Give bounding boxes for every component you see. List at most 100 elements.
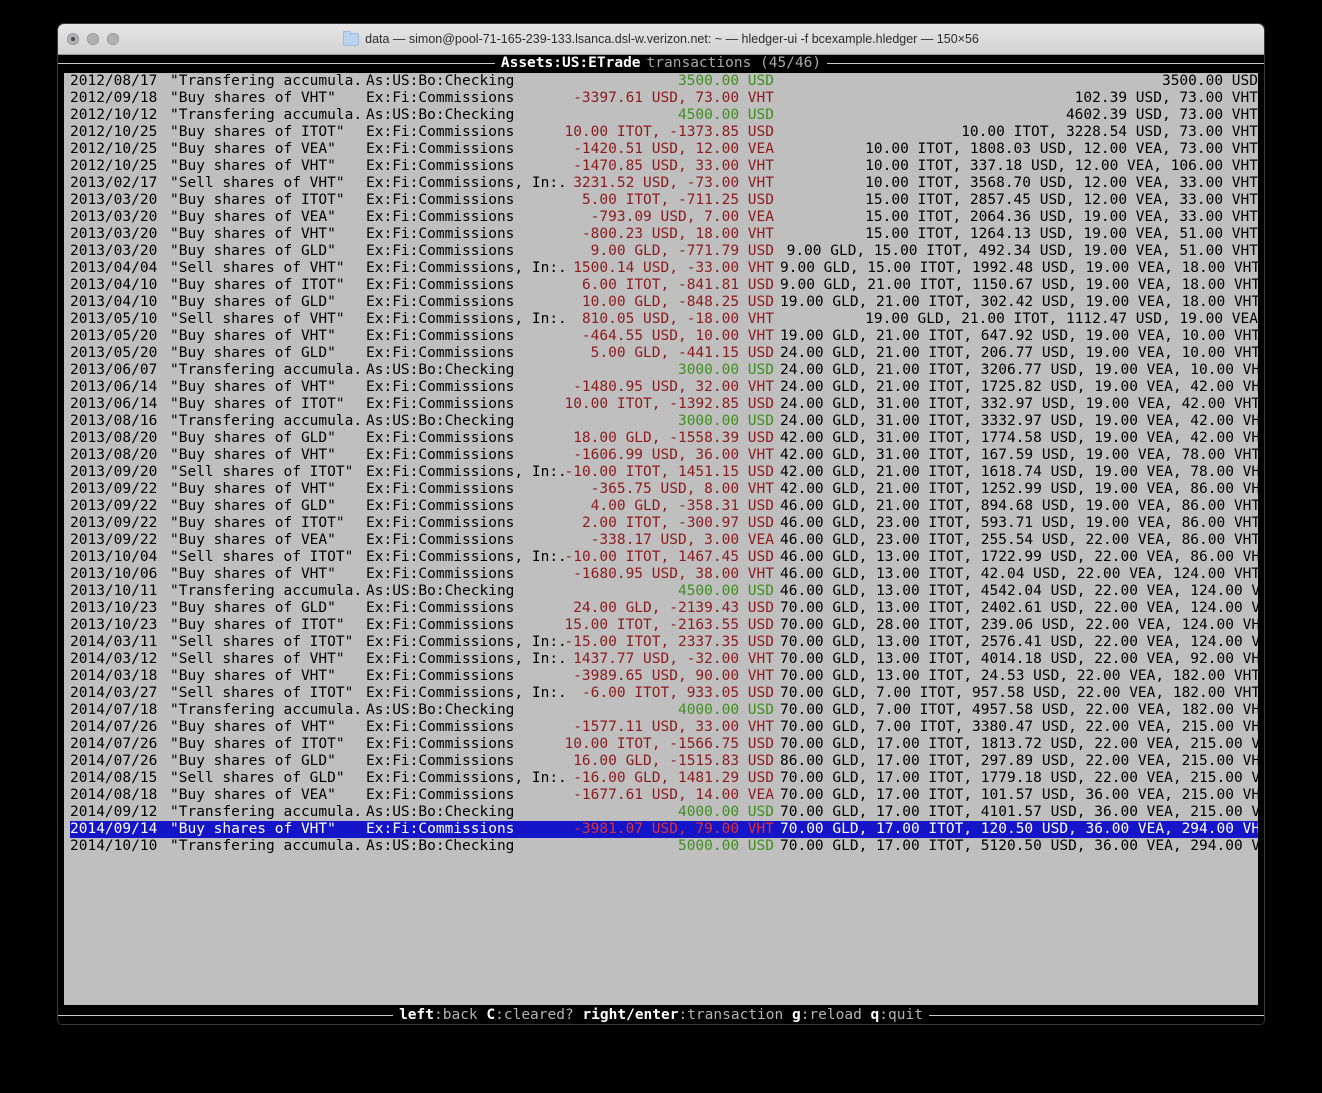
cell-balance: 46.00 GLD, 21.00 ITOT, 894.68 USD, 19.00… xyxy=(780,498,1258,514)
transactions-pane[interactable]: 2012/08/17 "Transfering accumula.. As:US:B… xyxy=(64,73,1258,1005)
cell-date: 2013/10/11 xyxy=(70,583,158,599)
cell-date: 2014/07/26 xyxy=(70,753,158,769)
cell-amount: -10.00 ITOT, 1451.15 USD xyxy=(564,464,774,480)
table-row[interactable]: 2014/10/10 "Transfering accumula.. As:US:B… xyxy=(70,838,1258,855)
cell-account: Ex:Fi:Commissions xyxy=(366,736,515,752)
table-row[interactable]: 2013/08/20 "Buy shares of GLD" Ex:Fi:Commi… xyxy=(70,430,1258,447)
table-row[interactable]: 2013/06/14 "Buy shares of ITOT" Ex:Fi:Comm… xyxy=(70,396,1258,413)
cell-description: "Sell shares of ITOT" xyxy=(170,464,354,480)
status-action: :reload xyxy=(800,1007,871,1023)
cell-balance: 10.00 ITOT, 1808.03 USD, 12.00 VEA, 73.0… xyxy=(865,141,1258,157)
cell-amount: 810.05 USD, -18.00 VHT xyxy=(581,311,774,327)
cell-amount: 3000.00 USD xyxy=(677,362,774,378)
table-row[interactable]: 2014/07/26 "Buy shares of VHT" Ex:Fi:Commi… xyxy=(70,719,1258,736)
cell-balance: 70.00 GLD, 17.00 ITOT, 1779.18 USD, 22.0… xyxy=(780,770,1258,786)
cell-amount: 4500.00 USD xyxy=(677,583,774,599)
cell-description: "Buy shares of VHT" xyxy=(170,821,336,837)
cell-description: "Buy shares of ITOT" xyxy=(170,192,345,208)
cell-date: 2013/04/10 xyxy=(70,277,158,293)
table-row[interactable]: 2013/03/20 "Buy shares of VEA" Ex:Fi:Commi… xyxy=(70,209,1258,226)
cell-date: 2013/09/22 xyxy=(70,481,158,497)
table-row[interactable]: 2013/03/20 "Buy shares of ITOT" Ex:Fi:Comm… xyxy=(70,192,1258,209)
table-row[interactable]: 2014/09/12 "Transfering accumula.. As:US:B… xyxy=(70,804,1258,821)
table-row[interactable]: 2013/05/20 "Buy shares of VHT" Ex:Fi:Commi… xyxy=(70,328,1258,345)
cell-description: "Buy shares of VHT" xyxy=(170,481,336,497)
table-row[interactable]: 2013/09/22 "Buy shares of VEA" Ex:Fi:Commi… xyxy=(70,532,1258,549)
table-row[interactable]: 2013/08/20 "Buy shares of VHT" Ex:Fi:Commi… xyxy=(70,447,1258,464)
cell-balance: 19.00 GLD, 21.00 ITOT, 1112.47 USD, 19.0… xyxy=(865,311,1258,327)
table-row[interactable]: 2013/03/20 "Buy shares of GLD" Ex:Fi:Commi… xyxy=(70,243,1258,260)
cell-description: "Buy shares of VEA" xyxy=(170,209,336,225)
cell-amount: 16.00 GLD, -1515.83 USD xyxy=(573,753,774,769)
table-row[interactable]: 2012/10/25 "Buy shares of VHT" Ex:Fi:Commi… xyxy=(70,158,1258,175)
table-row[interactable]: 2014/07/26 "Buy shares of GLD" Ex:Fi:Commi… xyxy=(70,753,1258,770)
table-row[interactable]: 2012/08/17 "Transfering accumula.. As:US:B… xyxy=(70,73,1258,90)
cell-description: "Transfering accumula.. xyxy=(170,804,360,820)
table-row[interactable]: 2013/10/04 "Sell shares of ITOT" Ex:Fi:Com… xyxy=(70,549,1258,566)
cell-amount: 24.00 GLD, -2139.43 USD xyxy=(573,600,774,616)
table-row[interactable]: 2014/09/14 "Buy shares of VHT" Ex:Fi:Commi… xyxy=(70,821,1258,838)
cell-balance: 24.00 GLD, 21.00 ITOT, 3206.77 USD, 19.0… xyxy=(780,362,1258,378)
table-row[interactable]: 2013/04/04 "Sell shares of VHT" Ex:Fi:Comm… xyxy=(70,260,1258,277)
table-row[interactable]: 2013/10/06 "Buy shares of VHT" Ex:Fi:Commi… xyxy=(70,566,1258,583)
table-row[interactable]: 2014/03/11 "Sell shares of ITOT" Ex:Fi:Com… xyxy=(70,634,1258,651)
status-key: left xyxy=(399,1007,434,1023)
cell-date: 2012/10/25 xyxy=(70,158,158,174)
terminal-body: Assets:US:ETrade transactions (45/46) 20… xyxy=(58,55,1264,1024)
cell-date: 2013/03/20 xyxy=(70,226,158,242)
table-row[interactable]: 2013/09/22 "Buy shares of VHT" Ex:Fi:Commi… xyxy=(70,481,1258,498)
table-row[interactable]: 2013/05/10 "Sell shares of VHT" Ex:Fi:Comm… xyxy=(70,311,1258,328)
table-row[interactable]: 2012/10/25 "Buy shares of VEA" Ex:Fi:Commi… xyxy=(70,141,1258,158)
cell-account: As:US:Bo:Checking xyxy=(366,583,515,599)
table-row[interactable]: 2013/09/22 "Buy shares of ITOT" Ex:Fi:Comm… xyxy=(70,515,1258,532)
cell-description: "Buy shares of VEA" xyxy=(170,141,336,157)
table-row[interactable]: 2013/09/22 "Buy shares of GLD" Ex:Fi:Commi… xyxy=(70,498,1258,515)
cell-account: Ex:Fi:Commissions xyxy=(366,158,515,174)
table-row[interactable]: 2013/05/20 "Buy shares of GLD" Ex:Fi:Commi… xyxy=(70,345,1258,362)
table-row[interactable]: 2014/03/18 "Buy shares of VHT" Ex:Fi:Commi… xyxy=(70,668,1258,685)
table-row[interactable]: 2014/08/18 "Buy shares of VEA" Ex:Fi:Commi… xyxy=(70,787,1258,804)
cell-amount: -1480.95 USD, 32.00 VHT xyxy=(573,379,774,395)
cell-balance: 19.00 GLD, 21.00 ITOT, 302.42 USD, 19.00… xyxy=(780,294,1258,310)
cell-balance: 46.00 GLD, 13.00 ITOT, 4542.04 USD, 22.0… xyxy=(780,583,1258,599)
window-titlebar[interactable]: data — simon@pool-71-165-239-133.lsanca.… xyxy=(58,24,1264,55)
table-row[interactable]: 2013/06/07 "Transfering accumula.. As:US:B… xyxy=(70,362,1258,379)
cell-balance: 9.00 GLD, 15.00 ITOT, 1992.48 USD, 19.00… xyxy=(780,260,1258,276)
cell-date: 2013/09/22 xyxy=(70,515,158,531)
table-row[interactable]: 2013/04/10 "Buy shares of ITOT" Ex:Fi:Comm… xyxy=(70,277,1258,294)
table-row[interactable]: 2013/09/20 "Sell shares of ITOT" Ex:Fi:Com… xyxy=(70,464,1258,481)
cell-date: 2014/03/11 xyxy=(70,634,158,650)
table-row[interactable]: 2012/09/18 "Buy shares of VHT" Ex:Fi:Commi… xyxy=(70,90,1258,107)
close-button[interactable] xyxy=(67,33,79,45)
zoom-button[interactable] xyxy=(107,33,119,45)
minimize-button[interactable] xyxy=(87,33,99,45)
cell-balance: 70.00 GLD, 28.00 ITOT, 239.06 USD, 22.00… xyxy=(780,617,1258,633)
table-row[interactable]: 2013/10/11 "Transfering accumula.. As:US:B… xyxy=(70,583,1258,600)
table-row[interactable]: 2014/03/12 "Sell shares of VHT" Ex:Fi:Comm… xyxy=(70,651,1258,668)
table-row[interactable]: 2014/08/15 "Sell shares of GLD" Ex:Fi:Comm… xyxy=(70,770,1258,787)
table-row[interactable]: 2013/06/14 "Buy shares of VHT" Ex:Fi:Commi… xyxy=(70,379,1258,396)
table-row[interactable]: 2012/10/25 "Buy shares of ITOT" Ex:Fi:Comm… xyxy=(70,124,1258,141)
cell-account: Ex:Fi:Commissions xyxy=(366,345,515,361)
table-row[interactable]: 2014/03/27 "Sell shares of ITOT" Ex:Fi:Com… xyxy=(70,685,1258,702)
table-row[interactable]: 2014/07/26 "Buy shares of ITOT" Ex:Fi:Comm… xyxy=(70,736,1258,753)
cell-description: "Buy shares of GLD" xyxy=(170,294,336,310)
table-row[interactable]: 2012/10/12 "Transfering accumula.. As:US:B… xyxy=(70,107,1258,124)
table-row[interactable]: 2013/10/23 "Buy shares of GLD" Ex:Fi:Commi… xyxy=(70,600,1258,617)
table-row[interactable]: 2013/08/16 "Transfering accumula.. As:US:B… xyxy=(70,413,1258,430)
cell-description: "Transfering accumula.. xyxy=(170,107,360,123)
cell-balance: 70.00 GLD, 17.00 ITOT, 5120.50 USD, 36.0… xyxy=(780,838,1258,854)
table-row[interactable]: 2013/04/10 "Buy shares of GLD" Ex:Fi:Commi… xyxy=(70,294,1258,311)
table-row[interactable]: 2013/03/20 "Buy shares of VHT" Ex:Fi:Commi… xyxy=(70,226,1258,243)
cell-balance: 70.00 GLD, 17.00 ITOT, 101.57 USD, 36.00… xyxy=(780,787,1258,803)
window-title-text: data — simon@pool-71-165-239-133.lsanca.… xyxy=(365,32,979,46)
cell-balance: 24.00 GLD, 31.00 ITOT, 3332.97 USD, 19.0… xyxy=(780,413,1258,429)
table-row[interactable]: 2013/10/23 "Buy shares of ITOT" Ex:Fi:Comm… xyxy=(70,617,1258,634)
table-row[interactable]: 2014/07/18 "Transfering accumula.. As:US:B… xyxy=(70,702,1258,719)
cell-account: Ex:Fi:Commissions xyxy=(366,396,515,412)
table-row[interactable]: 2013/02/17 "Sell shares of VHT" Ex:Fi:Comm… xyxy=(70,175,1258,192)
cell-account: Ex:Fi:Commissions xyxy=(366,328,515,344)
cell-date: 2013/09/22 xyxy=(70,532,158,548)
cell-account: Ex:Fi:Commissions xyxy=(366,719,515,735)
cell-balance: 9.00 GLD, 21.00 ITOT, 1150.67 USD, 19.00… xyxy=(780,277,1258,293)
